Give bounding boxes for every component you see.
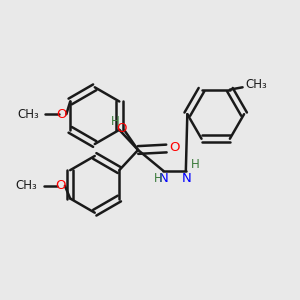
Text: N: N (159, 172, 168, 185)
Text: CH₃: CH₃ (17, 108, 39, 121)
Text: O: O (116, 122, 126, 135)
Text: O: O (55, 179, 66, 192)
Text: H: H (154, 172, 162, 185)
Text: O: O (169, 141, 180, 154)
Text: H: H (111, 115, 120, 128)
Text: H: H (191, 158, 200, 171)
Text: N: N (182, 172, 191, 185)
Text: CH₃: CH₃ (246, 78, 267, 91)
Text: O: O (57, 108, 67, 121)
Text: CH₃: CH₃ (16, 179, 38, 192)
